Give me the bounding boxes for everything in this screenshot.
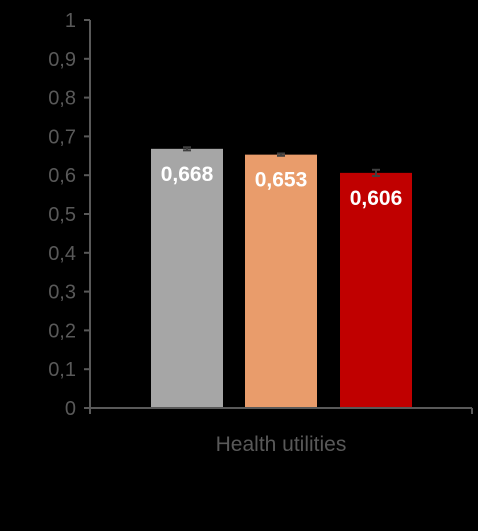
y-tick-label: 0,2 [48, 320, 76, 342]
y-tick-label: 0,6 [48, 165, 76, 187]
y-tick-label: 0,1 [48, 359, 76, 381]
y-tick-label: 0,8 [48, 88, 76, 110]
x-category-label: Health utilities [216, 433, 347, 456]
bar [340, 172, 412, 408]
y-axis-ticks: 0 0,1 0,2 0,3 0,4 0,5 0,6 0,7 0,8 0,9 1 [48, 10, 90, 420]
y-tick-label: 0,9 [48, 49, 76, 71]
y-tick-label: 0,3 [48, 282, 76, 304]
y-tick-label: 1 [65, 10, 76, 32]
bars-group: 0,668 0,653 0,606 [151, 146, 412, 409]
x-axis-labels: Health utilities [216, 433, 347, 456]
bar [245, 154, 317, 408]
data-label: 0,653 [255, 169, 308, 192]
y-tick-label: 0,5 [48, 204, 76, 226]
bar [151, 148, 223, 409]
y-tick-label: 0 [65, 398, 76, 420]
axes-group [89, 20, 473, 414]
data-label: 0,668 [161, 163, 214, 186]
y-tick-label: 0,4 [48, 243, 76, 265]
y-tick-label: 0,7 [48, 126, 76, 148]
data-label: 0,606 [350, 187, 403, 210]
